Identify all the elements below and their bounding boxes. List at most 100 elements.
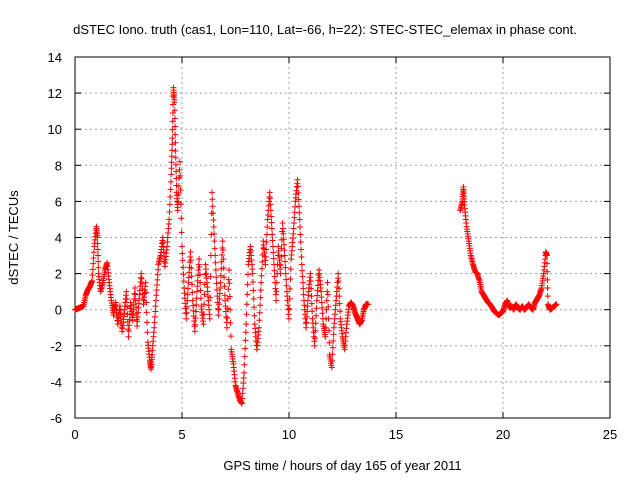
data-point	[325, 303, 332, 310]
data-point	[279, 225, 286, 232]
data-point	[223, 324, 230, 331]
data-point	[94, 246, 101, 253]
data-point	[544, 260, 551, 267]
data-point	[90, 254, 97, 261]
data-point	[286, 305, 293, 312]
data-point	[308, 285, 315, 292]
data-point	[239, 385, 246, 392]
data-point	[184, 297, 191, 304]
data-point	[262, 261, 269, 268]
data-point	[183, 303, 190, 310]
data-point	[153, 292, 160, 299]
data-point	[225, 286, 232, 293]
data-point	[125, 333, 132, 340]
data-point	[299, 279, 306, 286]
data-point	[193, 288, 200, 295]
data-point	[304, 303, 311, 310]
data-point	[176, 166, 183, 173]
data-point	[258, 265, 265, 272]
data-point	[290, 225, 297, 232]
data-point	[335, 278, 342, 285]
data-point	[124, 303, 131, 310]
data-point	[313, 305, 320, 312]
data-point	[166, 201, 173, 208]
data-point	[330, 331, 337, 338]
data-point	[244, 271, 251, 278]
y-tick-label: 4	[55, 231, 62, 246]
y-tick-label: -2	[50, 339, 62, 354]
data-point	[308, 293, 315, 300]
data-point	[183, 315, 190, 322]
data-point	[166, 216, 173, 223]
data-point	[318, 288, 325, 295]
data-point	[171, 115, 178, 122]
data-point	[172, 147, 179, 154]
data-point	[152, 308, 159, 315]
data-point	[178, 229, 185, 236]
data-point	[244, 281, 251, 288]
data-point	[307, 278, 314, 285]
data-point	[280, 230, 287, 237]
data-point	[319, 310, 326, 317]
data-point	[179, 257, 186, 264]
data-point	[263, 231, 270, 238]
data-point	[126, 322, 133, 329]
data-point	[209, 203, 216, 210]
data-point	[166, 208, 173, 215]
data-point	[213, 274, 220, 281]
data-point	[249, 270, 256, 277]
data-point	[303, 319, 310, 326]
data-point	[179, 243, 185, 250]
data-point	[294, 183, 301, 190]
data-point	[187, 257, 194, 264]
data-point	[215, 305, 222, 312]
data-point	[197, 287, 204, 294]
data-point	[323, 306, 330, 313]
data-point	[202, 271, 209, 278]
data-point	[138, 275, 145, 282]
data-point	[217, 272, 224, 279]
data-point	[206, 315, 213, 322]
data-point	[243, 321, 250, 328]
data-point	[291, 214, 298, 221]
data-point	[283, 282, 290, 289]
y-axis-title: dSTEC / TECUs	[6, 190, 21, 285]
data-point	[287, 266, 294, 273]
data-point	[89, 266, 96, 273]
data-point	[223, 319, 230, 326]
data-point	[325, 315, 332, 322]
data-point	[188, 273, 195, 280]
data-point	[329, 357, 336, 364]
data-point	[176, 158, 183, 165]
data-point	[259, 245, 266, 252]
data-points	[72, 84, 560, 407]
data-point	[130, 312, 137, 319]
data-point	[211, 238, 218, 245]
data-point	[328, 364, 335, 371]
data-point	[192, 308, 199, 315]
data-point	[273, 279, 280, 286]
data-point	[243, 301, 250, 308]
y-tick-label: -4	[50, 375, 62, 390]
data-point	[267, 195, 274, 202]
data-point	[259, 258, 266, 265]
y-tick-label: 12	[48, 86, 62, 101]
data-point	[299, 273, 306, 280]
data-point	[216, 290, 223, 297]
data-point	[330, 337, 337, 344]
data-point	[240, 374, 247, 381]
data-point	[312, 335, 319, 342]
data-point	[201, 291, 208, 298]
data-point	[151, 319, 158, 326]
data-point	[242, 337, 249, 344]
y-tick-label: 8	[55, 158, 62, 173]
data-point	[95, 264, 102, 271]
data-point	[257, 287, 264, 294]
data-point	[336, 293, 343, 300]
x-tick-label: 25	[603, 427, 617, 442]
data-point	[325, 327, 332, 334]
data-point	[298, 254, 305, 261]
data-point	[266, 189, 273, 196]
data-point	[227, 319, 234, 326]
data-point	[336, 300, 343, 307]
